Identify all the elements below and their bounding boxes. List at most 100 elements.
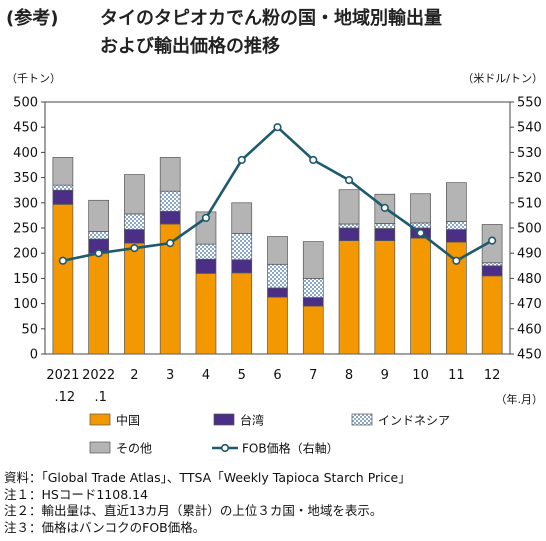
fob-price-point xyxy=(130,244,139,253)
bar-1-7 xyxy=(302,297,324,307)
legend-swatch xyxy=(89,413,111,426)
bar-0-10 xyxy=(410,237,431,355)
bar-3-6 xyxy=(267,236,288,265)
left-tick-label: 250 xyxy=(13,222,38,237)
bar-3-2 xyxy=(124,174,145,215)
bar-0-1 xyxy=(88,252,110,355)
x-tick-label: 6 xyxy=(273,368,281,383)
stacked-bar-line-chart: （千トン） （米ドル/トン）050100150200250300350400450… xyxy=(6,72,544,456)
x-tick-label: 3 xyxy=(166,368,174,383)
legend-label: 台湾 xyxy=(240,413,264,428)
fob-price-point xyxy=(488,236,497,245)
bar-0-5 xyxy=(231,272,253,355)
source-notes: 資料：「Global Trade Atlas」、TTSA「Weekly Tapi… xyxy=(4,470,411,536)
fob-price-point xyxy=(380,203,389,212)
right-tick-label: 480 xyxy=(517,272,542,287)
bar-1-4 xyxy=(195,258,217,274)
bar-0-8 xyxy=(338,240,360,355)
left-tick-label: 500 xyxy=(13,96,38,111)
right-tick-label: 490 xyxy=(517,247,542,262)
left-tick-label: 200 xyxy=(13,247,38,262)
bar-2-11 xyxy=(445,221,467,230)
bar-1-11 xyxy=(445,229,467,243)
left-tick-label: 450 xyxy=(13,121,38,136)
bar-2-7 xyxy=(302,278,324,298)
x-tick-label: 12 xyxy=(484,368,501,383)
title-line-2: および輸出価格の推移 xyxy=(100,36,280,57)
legend-line-marker xyxy=(220,443,230,453)
right-tick-label: 450 xyxy=(517,348,542,363)
bar-3-1 xyxy=(88,199,110,232)
x-tick-label: 4 xyxy=(202,368,210,383)
right-axis-unit: （米ドル/トン） xyxy=(462,72,543,85)
bar-3-11 xyxy=(445,182,467,222)
bar-3-5 xyxy=(231,202,253,234)
x-tick-label: 9 xyxy=(381,368,389,383)
legend-swatch xyxy=(213,413,235,426)
bar-0-7 xyxy=(302,305,324,355)
fob-price-point xyxy=(309,155,318,165)
legend-label: 中国 xyxy=(116,413,140,428)
bar-3-0 xyxy=(52,157,74,186)
right-tick-label: 510 xyxy=(517,196,542,211)
bar-1-2 xyxy=(124,229,145,244)
x-tick-label: 11 xyxy=(448,368,465,383)
x-tick-label: 7 xyxy=(309,368,317,383)
bar-1-5 xyxy=(231,259,253,274)
bar-1-9 xyxy=(374,228,396,241)
right-tick-label: 540 xyxy=(517,121,542,136)
bar-2-8 xyxy=(338,223,360,229)
bar-2-12 xyxy=(481,262,503,267)
bar-2-9 xyxy=(374,223,396,229)
bar-1-12 xyxy=(481,265,503,277)
bar-2-4 xyxy=(195,243,217,260)
bar-0-9 xyxy=(374,240,396,355)
bar-3-7 xyxy=(302,241,324,279)
fob-price-point xyxy=(166,239,175,248)
fob-price-point xyxy=(273,123,282,132)
bar-1-6 xyxy=(267,287,288,298)
fob-price-point xyxy=(237,155,246,165)
bar-2-0 xyxy=(52,184,74,191)
left-tick-label: 300 xyxy=(13,196,38,211)
note-1: 注１：HSコード1108.14 xyxy=(4,486,149,502)
bar-0-6 xyxy=(267,296,288,355)
chart-title: (参考) タイのタピオカでん粉の国・地域別輸出量 および輸出価格の推移 xyxy=(6,2,542,62)
legend-swatch xyxy=(89,441,111,454)
bar-0-12 xyxy=(481,275,503,355)
bar-1-8 xyxy=(338,227,360,241)
x-tick-sublabel: .12 xyxy=(55,390,76,405)
legend-label: その他 xyxy=(116,442,152,456)
bar-2-5 xyxy=(231,233,253,261)
right-tick-label: 470 xyxy=(517,297,542,312)
left-tick-label: 50 xyxy=(21,322,38,337)
bar-3-3 xyxy=(159,157,181,192)
left-tick-label: 0 xyxy=(30,348,38,363)
note-3: 注３：価格はバンコクのFOB価格。 xyxy=(4,519,206,535)
note-2: 注２：輸出量は、直近13カ月（累計）の上位３カ国・地域を表示。 xyxy=(4,503,383,518)
bar-0-4 xyxy=(195,273,217,355)
bar-3-10 xyxy=(410,193,431,224)
title-line-1: タイのタピオカでん粉の国・地域別輸出量 xyxy=(100,8,442,29)
fob-price-point xyxy=(416,228,425,238)
left-tick-label: 350 xyxy=(13,171,38,186)
left-tick-label: 400 xyxy=(13,146,38,161)
note-source: 資料：「Global Trade Atlas」、TTSA「Weekly Tapi… xyxy=(4,470,411,485)
right-tick-label: 460 xyxy=(517,322,542,337)
x-axis-unit: （年.月） xyxy=(496,392,544,406)
right-tick-label: 550 xyxy=(517,96,542,111)
x-tick-label: 2022 xyxy=(82,368,115,383)
x-tick-sublabel: .1 xyxy=(94,390,106,405)
bar-0-0 xyxy=(52,203,74,355)
x-tick-label: 5 xyxy=(238,368,246,383)
bar-1-0 xyxy=(52,189,74,205)
bar-2-6 xyxy=(267,263,288,289)
bar-3-8 xyxy=(338,189,360,225)
bar-1-3 xyxy=(159,211,181,225)
legend-label: FOB価格（右軸） xyxy=(242,441,339,456)
x-tick-label: 8 xyxy=(345,368,353,383)
x-tick-label: 10 xyxy=(412,368,429,383)
fob-price-point xyxy=(201,213,211,223)
legend-label: インドネシア xyxy=(378,414,450,428)
left-tick-label: 100 xyxy=(13,297,38,312)
